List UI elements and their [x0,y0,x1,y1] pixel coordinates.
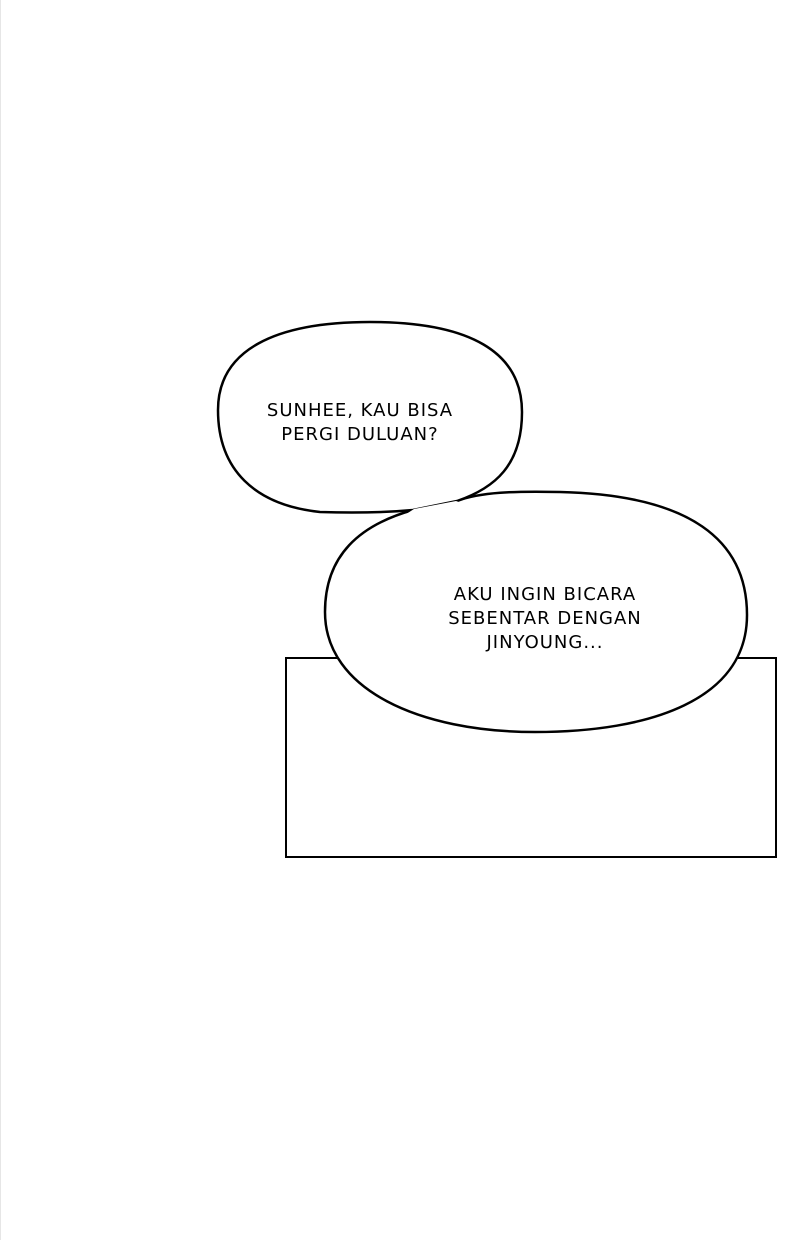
bubble-join [400,501,470,518]
speech-bubble-2-text: AKU INGIN BICARA SEBENTAR DENGAN JINYOUN… [400,583,690,655]
page-edge-line [0,0,1,1240]
bubble-2-line-1: AKU INGIN BICARA [453,584,637,605]
bubble-1-line-2: PERGI DULUAN? [281,424,439,445]
bubble-1-line-1: SUNHEE, KAU BISA [266,400,454,421]
speech-bubble-1 [216,320,524,514]
bubble-2-line-3: JINYOUNG... [486,632,604,653]
speech-bubble-1-text: SUNHEE, KAU BISA PERGI DULUAN? [230,399,490,447]
speech-bubble-2 [323,490,749,734]
bubble-2-line-2: SEBENTAR DENGAN [448,608,642,629]
